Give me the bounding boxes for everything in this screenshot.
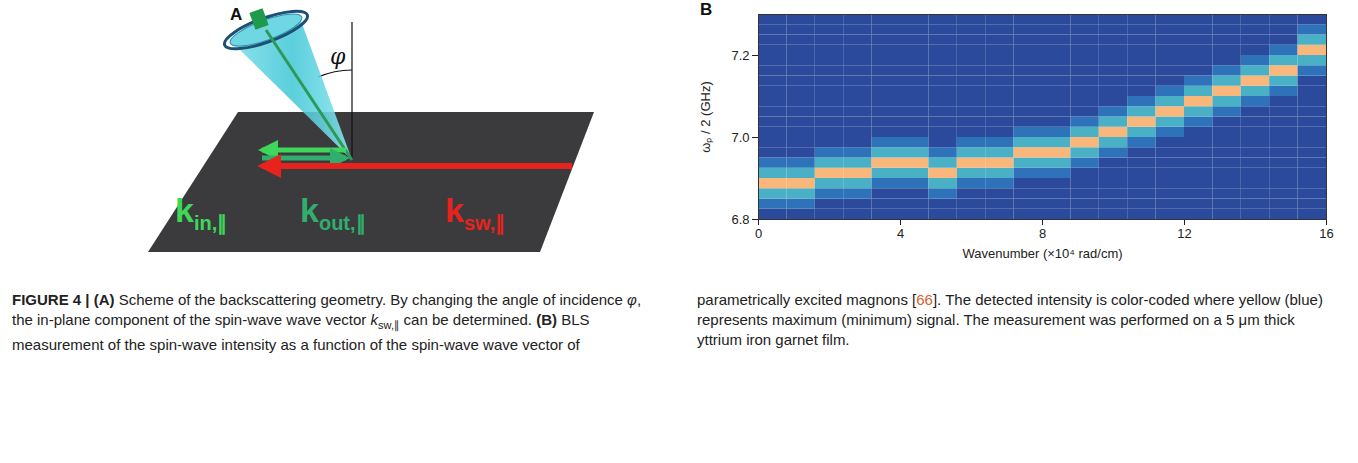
svg-text:12: 12	[1177, 226, 1191, 241]
svg-text:Wavenumber (×10⁴ rad/cm): Wavenumber (×10⁴ rad/cm)	[962, 246, 1122, 261]
svg-text:ksw,∥: ksw,∥	[445, 191, 505, 235]
svg-text:8: 8	[1039, 226, 1046, 241]
svg-text:16: 16	[1319, 226, 1333, 241]
svg-text:kin,∥: kin,∥	[175, 191, 227, 235]
svg-text:7.2: 7.2	[731, 48, 749, 63]
svg-text:4: 4	[897, 226, 904, 241]
svg-text:6.8: 6.8	[731, 212, 749, 227]
html-text:FIGURE 4 | (A) Scheme of the b: FIGURE 4 | (A) Scheme of the backscatter…	[12, 291, 1323, 353]
html-text:B: B	[700, 0, 713, 19]
svg-text:0: 0	[755, 226, 762, 241]
svg-text:A: A	[230, 5, 242, 24]
svg-text:7.0: 7.0	[731, 130, 749, 145]
svg-text:φ: φ	[330, 44, 346, 69]
svg-text:kout,∥: kout,∥	[300, 191, 366, 235]
svg-text:ωₚ / 2 (GHz): ωₚ / 2 (GHz)	[698, 81, 714, 153]
